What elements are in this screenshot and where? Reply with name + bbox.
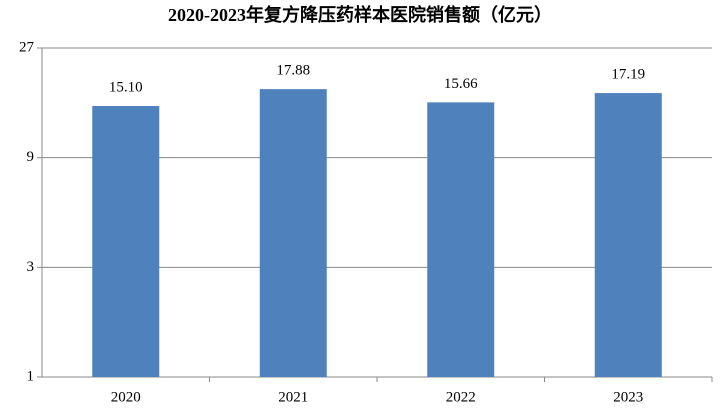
bar: [259, 89, 327, 377]
value-label: 17.88: [276, 63, 310, 79]
bar: [427, 102, 495, 377]
bar: [594, 93, 662, 377]
x-tick-label: 2022: [446, 389, 476, 405]
y-tick-label: 1: [27, 368, 35, 384]
value-label: 15.66: [444, 76, 478, 92]
x-tick-label: 2020: [111, 389, 141, 405]
y-tick-label: 27: [19, 39, 35, 55]
y-tick-label: 9: [27, 149, 35, 165]
x-tick-label: 2021: [278, 389, 308, 405]
value-label: 15.10: [109, 79, 143, 95]
value-label: 17.19: [611, 67, 645, 83]
chart-title: 2020-2023年复方降压药样本医院销售额（亿元）: [168, 4, 552, 25]
bar: [92, 106, 160, 377]
y-tick-label: 3: [27, 259, 35, 275]
x-tick-label: 2023: [613, 389, 643, 405]
